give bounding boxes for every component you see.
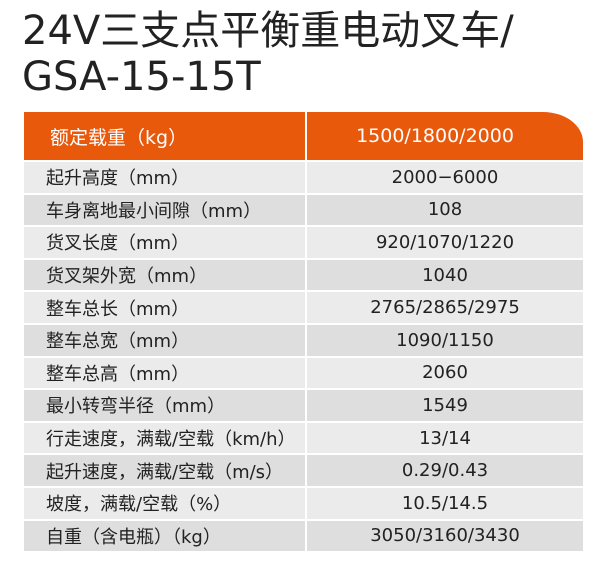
title-line-1: 24V三支点平衡重电动叉车/ [22, 8, 514, 54]
row-value: 920/1070/1220 [375, 231, 515, 253]
row-value: 10.5/14.5 [401, 492, 489, 514]
table-row: 起升高度（mm） 2000−6000 [24, 162, 583, 193]
table-header: 额定载重（kg） 1500/1800/2000 [24, 112, 583, 160]
row-label: 整车总高（mm） [24, 357, 307, 389]
title-line-2: GSA-15-15T [22, 54, 261, 100]
table-row: 自重（含电瓶）（kg） 3050/3160/3430 [24, 520, 583, 552]
table-row: 整车总长（mm） 2765/2865/2975 [24, 292, 583, 323]
row-value: 2765/2865/2975 [370, 297, 520, 319]
table-row: 整车总宽（mm） 1090/1150 [24, 324, 583, 356]
row-value: 1549 [422, 394, 468, 416]
row-label: 起升高度（mm） [24, 162, 307, 193]
row-label: 最小转弯半径（mm） [24, 390, 307, 421]
row-value: 0.29/0.43 [401, 460, 489, 482]
row-value: 1090/1150 [396, 329, 494, 351]
table-row: 货叉架外宽（mm） 1040 [24, 259, 583, 291]
table-row: 行走速度，满载/空载（km/h） 13/14 [24, 422, 583, 454]
page-title: 24V三支点平衡重电动叉车/ GSA-15-15T [22, 8, 514, 100]
row-label: 货叉架外宽（mm） [24, 259, 307, 291]
row-label: 行走速度，满载/空载（km/h） [24, 422, 307, 454]
table-row: 最小转弯半径（mm） 1549 [24, 390, 583, 421]
table-row: 起升速度，满载/空载（m/s） 0.29/0.43 [24, 455, 583, 486]
header-label: 额定载重（kg） [24, 112, 307, 160]
row-label: 自重（含电瓶）（kg） [24, 520, 307, 552]
row-value: 3050/3160/3430 [370, 525, 520, 547]
row-label: 整车总长（mm） [24, 292, 307, 323]
table-row: 货叉长度（mm） 920/1070/1220 [24, 227, 583, 258]
row-label: 货叉长度（mm） [24, 227, 307, 258]
row-value: 1040 [422, 264, 468, 286]
row-label: 起升速度，满载/空载（m/s） [24, 455, 307, 486]
table-row: 坡度，满载/空载（%） 10.5/14.5 [24, 487, 583, 519]
table-row: 车身离地最小间隙（mm） 108 [24, 194, 583, 226]
row-value: 2060 [422, 362, 468, 384]
row-label: 坡度，满载/空载（%） [24, 487, 307, 519]
row-value: 2000−6000 [391, 166, 499, 188]
row-label: 车身离地最小间隙（mm） [24, 194, 307, 226]
table-row: 整车总高（mm） 2060 [24, 357, 583, 389]
row-value: 13/14 [419, 427, 471, 449]
table-body: 起升高度（mm） 2000−6000 车身离地最小间隙（mm） 108 货叉长度（mm）… [24, 162, 583, 552]
header-value: 1500/1800/2000 [356, 125, 514, 147]
row-value: 108 [427, 199, 463, 221]
row-label: 整车总宽（mm） [24, 324, 307, 356]
spec-table: 额定载重（kg） 1500/1800/2000 起升高度（mm） 2000−600… [24, 112, 583, 552]
